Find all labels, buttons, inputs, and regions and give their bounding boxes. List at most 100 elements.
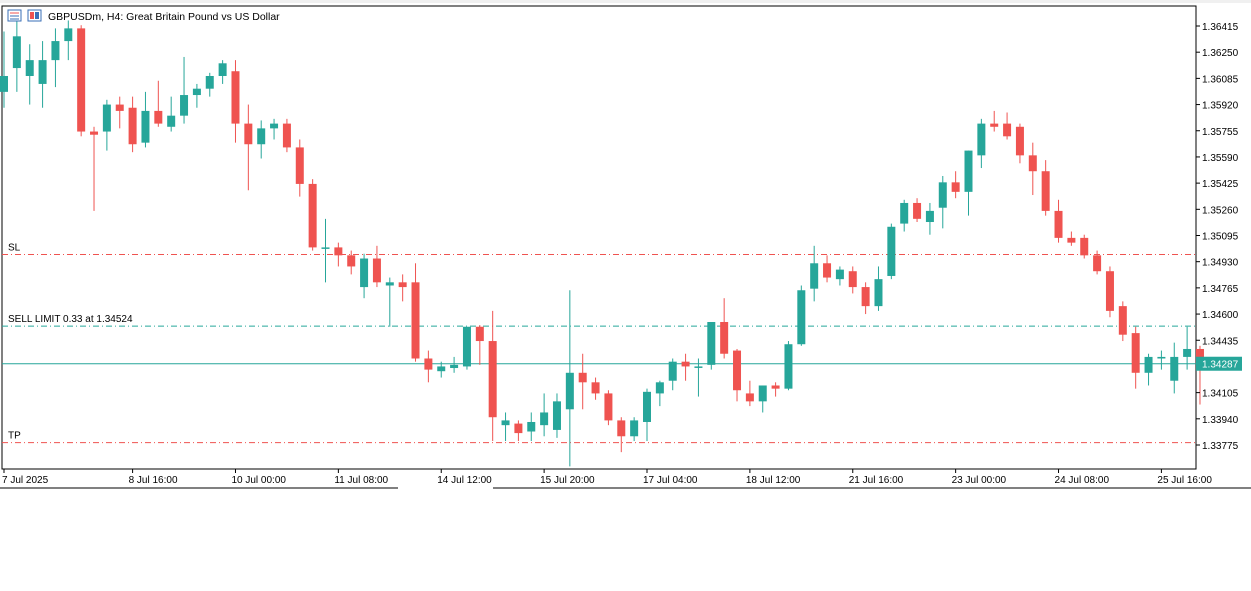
candle-body: [784, 344, 793, 389]
x-tick-label: 7 Jul 2025: [2, 475, 49, 486]
candle-body: [771, 385, 780, 389]
candle-body: [38, 60, 47, 84]
candle-body: [1015, 126, 1024, 156]
candle-body: [1067, 237, 1076, 243]
candle: [1015, 123, 1024, 164]
candle: [1144, 353, 1153, 386]
price-axis[interactable]: 1.36415 1.36250 1.36085 1.35920 1.35755 1.355…: [1196, 22, 1242, 452]
candle-body: [141, 110, 150, 143]
x-tick-label: 11 Jul 08:00: [334, 475, 388, 486]
candle: [282, 118, 291, 153]
candle-body: [977, 123, 986, 156]
symbol-title: GBPUSDm, H4: Great Britain Pound vs US D…: [48, 11, 280, 23]
plot-area[interactable]: [1, 5, 1197, 470]
candle-body: [733, 350, 742, 391]
x-tick-label: 17 Jul 04:00: [643, 475, 698, 486]
candle-body: [990, 123, 999, 127]
candle-body: [128, 107, 137, 145]
candle-body: [1170, 356, 1179, 381]
candle: [77, 25, 86, 137]
candle-body: [218, 63, 227, 76]
candle-body: [102, 104, 111, 132]
candle: [424, 350, 433, 383]
candle-body: [77, 28, 86, 132]
candle-body: [617, 420, 626, 437]
y-tick-label: 1.35095: [1202, 232, 1239, 243]
candle-body: [424, 358, 433, 370]
candle: [990, 110, 999, 132]
candle: [411, 263, 420, 362]
candle-body: [861, 287, 870, 307]
candle: [180, 56, 189, 124]
candle: [527, 412, 536, 442]
candle: [231, 60, 240, 143]
candle: [257, 120, 266, 159]
y-tick-label: 1.34765: [1202, 284, 1239, 295]
candle: [295, 139, 304, 197]
toolbar-strip: [0, 0, 1251, 3]
candle-body: [887, 226, 896, 276]
candle: [604, 390, 613, 426]
y-tick-label: 1.36250: [1202, 48, 1239, 59]
candle-body: [1183, 348, 1192, 357]
price-levels: SL SELL LIMIT 0.33 at 1.34524 TP: [2, 243, 1196, 444]
candle-body: [745, 393, 754, 402]
time-axis[interactable]: 7 Jul 2025 8 Jul 16:00 10 Jul 00:00 11 Jul …: [0, 469, 1251, 489]
candle-body: [1144, 356, 1153, 373]
candle-body: [1105, 271, 1114, 311]
candle: [707, 321, 716, 370]
header: GBPUSDm, H4: Great Britain Pound vs US D…: [7, 9, 280, 23]
candle: [1170, 342, 1179, 394]
candle-body: [1093, 255, 1102, 272]
candle: [192, 83, 201, 108]
candle: [270, 118, 279, 140]
candle-body: [951, 182, 960, 192]
candle-body: [154, 110, 163, 124]
candle-body: [12, 36, 21, 69]
candle: [115, 96, 124, 129]
candle: [964, 150, 973, 216]
candle-body: [360, 258, 369, 288]
current-price-label: 1.34287: [1202, 360, 1239, 371]
candle-body: [1003, 123, 1012, 137]
candle-body: [308, 183, 317, 248]
candle: [784, 341, 793, 391]
candle: [308, 179, 317, 251]
one-click-trading-icon[interactable]: [27, 9, 42, 22]
y-tick-label: 1.35920: [1202, 101, 1239, 112]
candle-body: [347, 255, 356, 267]
candle-body: [25, 60, 34, 76]
candle-body: [205, 75, 214, 89]
candle: [900, 199, 909, 232]
candle-body: [411, 282, 420, 359]
candle: [668, 358, 677, 391]
candle-body: [372, 258, 381, 283]
candle-body: [270, 123, 279, 129]
candle-body: [964, 150, 973, 192]
candle: [205, 72, 214, 97]
candle: [1054, 199, 1063, 243]
candle: [1041, 160, 1050, 216]
candle: [90, 126, 99, 211]
candles: [0, 12, 1204, 467]
y-tick-label: 1.36085: [1202, 74, 1239, 85]
candle-body: [604, 393, 613, 421]
x-tick-label: 21 Jul 16:00: [849, 475, 904, 486]
candle-body: [115, 104, 124, 111]
candle-body: [720, 321, 729, 354]
current-price-tag: [1196, 356, 1242, 371]
candle: [167, 96, 176, 132]
candle: [810, 245, 819, 302]
candle: [385, 277, 394, 327]
candle: [1105, 266, 1114, 318]
y-tick-label: 1.33940: [1202, 415, 1239, 426]
level-label: TP: [8, 431, 21, 442]
candle: [797, 285, 806, 346]
x-tick-label: 15 Jul 20:00: [540, 475, 595, 486]
chart-menu-icon[interactable]: [7, 9, 22, 22]
candle-body: [475, 326, 484, 342]
x-tick-label: 10 Jul 00:00: [231, 475, 286, 486]
candle: [102, 99, 111, 151]
